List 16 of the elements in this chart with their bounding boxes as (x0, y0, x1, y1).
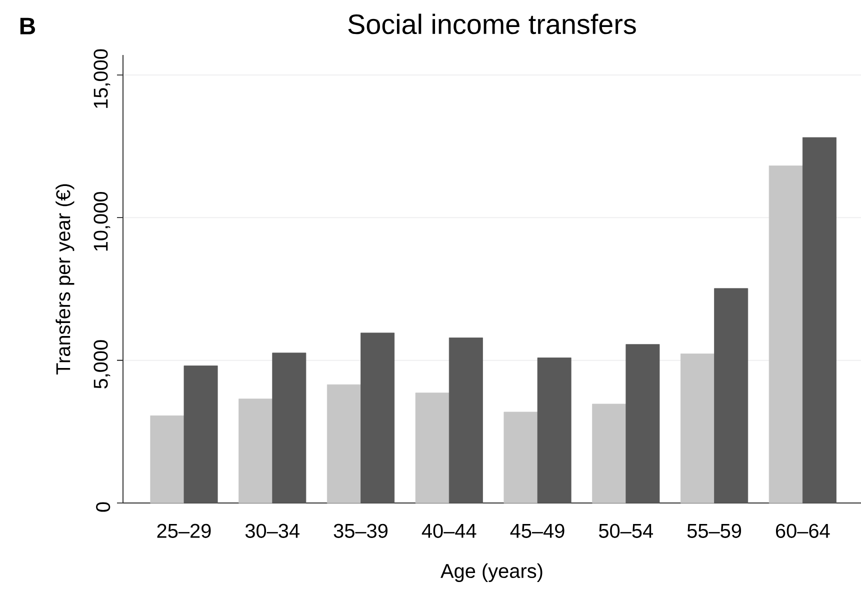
chart-title: Social income transfers (348, 14, 636, 34)
y-tick-label: 5,000 (94, 340, 110, 388)
x-tick-label: 30–34 (245, 524, 300, 538)
y-axis-title: Transfers per year (€) (56, 184, 74, 375)
x-tick-label: 40–44 (422, 524, 476, 538)
y-tick-label: 15,000 (94, 49, 110, 108)
x-tick-label: 45–49 (510, 524, 564, 538)
x-tick-label: 60–64 (776, 524, 830, 538)
x-tick-label: 25–29 (157, 524, 211, 538)
text: B (20, 18, 36, 34)
x-axis-title: Age (years) (440, 563, 542, 582)
x-tick-label: 35–39 (334, 524, 388, 538)
y-tick-label: 10,000 (94, 192, 110, 251)
x-tick-label: 50–54 (599, 524, 654, 538)
y-tick-label: 0 (96, 502, 110, 512)
x-tick-label: 55–59 (687, 524, 742, 538)
